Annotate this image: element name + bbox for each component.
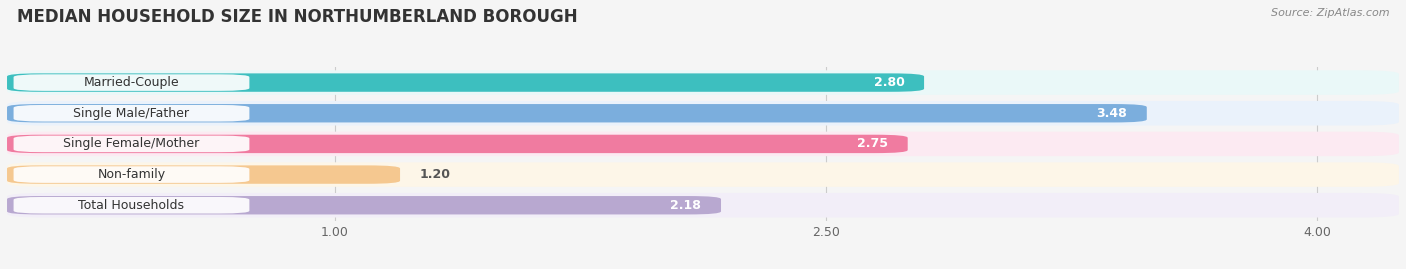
- Text: Source: ZipAtlas.com: Source: ZipAtlas.com: [1271, 8, 1389, 18]
- FancyBboxPatch shape: [7, 104, 1147, 122]
- FancyBboxPatch shape: [7, 135, 908, 153]
- FancyBboxPatch shape: [14, 136, 249, 152]
- Text: 3.48: 3.48: [1097, 107, 1128, 120]
- Text: 2.75: 2.75: [858, 137, 889, 150]
- FancyBboxPatch shape: [7, 193, 1399, 218]
- Text: Non-family: Non-family: [97, 168, 166, 181]
- Text: 1.20: 1.20: [420, 168, 451, 181]
- Text: Single Male/Father: Single Male/Father: [73, 107, 190, 120]
- FancyBboxPatch shape: [14, 74, 249, 91]
- FancyBboxPatch shape: [7, 70, 1399, 95]
- FancyBboxPatch shape: [7, 101, 1399, 126]
- FancyBboxPatch shape: [7, 162, 1399, 187]
- FancyBboxPatch shape: [7, 196, 721, 214]
- Text: Single Female/Mother: Single Female/Mother: [63, 137, 200, 150]
- FancyBboxPatch shape: [14, 105, 249, 122]
- Text: Total Households: Total Households: [79, 199, 184, 212]
- FancyBboxPatch shape: [14, 166, 249, 183]
- FancyBboxPatch shape: [7, 73, 924, 92]
- FancyBboxPatch shape: [14, 197, 249, 214]
- Text: MEDIAN HOUSEHOLD SIZE IN NORTHUMBERLAND BOROUGH: MEDIAN HOUSEHOLD SIZE IN NORTHUMBERLAND …: [17, 8, 578, 26]
- Text: Married-Couple: Married-Couple: [84, 76, 180, 89]
- Text: 2.18: 2.18: [671, 199, 702, 212]
- FancyBboxPatch shape: [7, 165, 401, 184]
- Text: 2.80: 2.80: [873, 76, 904, 89]
- FancyBboxPatch shape: [7, 132, 1399, 156]
